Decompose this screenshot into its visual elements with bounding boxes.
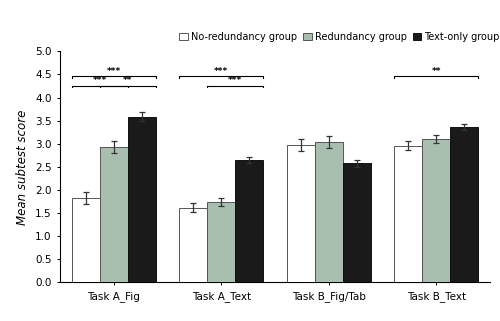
Text: **: ** <box>123 76 132 85</box>
Bar <box>450 127 478 282</box>
Text: **: ** <box>432 67 441 76</box>
Bar <box>342 163 370 282</box>
Bar <box>72 198 100 282</box>
Bar <box>128 117 156 282</box>
Bar <box>235 160 263 282</box>
Bar <box>287 145 315 282</box>
Bar <box>180 208 208 282</box>
Legend: No-redundancy group, Redundancy group, Text-only group: No-redundancy group, Redundancy group, T… <box>180 32 500 42</box>
Text: ***: *** <box>214 67 228 76</box>
Bar <box>315 142 342 282</box>
Bar <box>100 147 128 282</box>
Y-axis label: Mean subtest score: Mean subtest score <box>16 109 30 225</box>
Text: ***: *** <box>228 76 242 85</box>
Bar <box>208 202 235 282</box>
Text: ***: *** <box>106 67 121 76</box>
Text: ***: *** <box>92 76 107 85</box>
Bar <box>394 146 422 282</box>
Bar <box>422 139 450 282</box>
